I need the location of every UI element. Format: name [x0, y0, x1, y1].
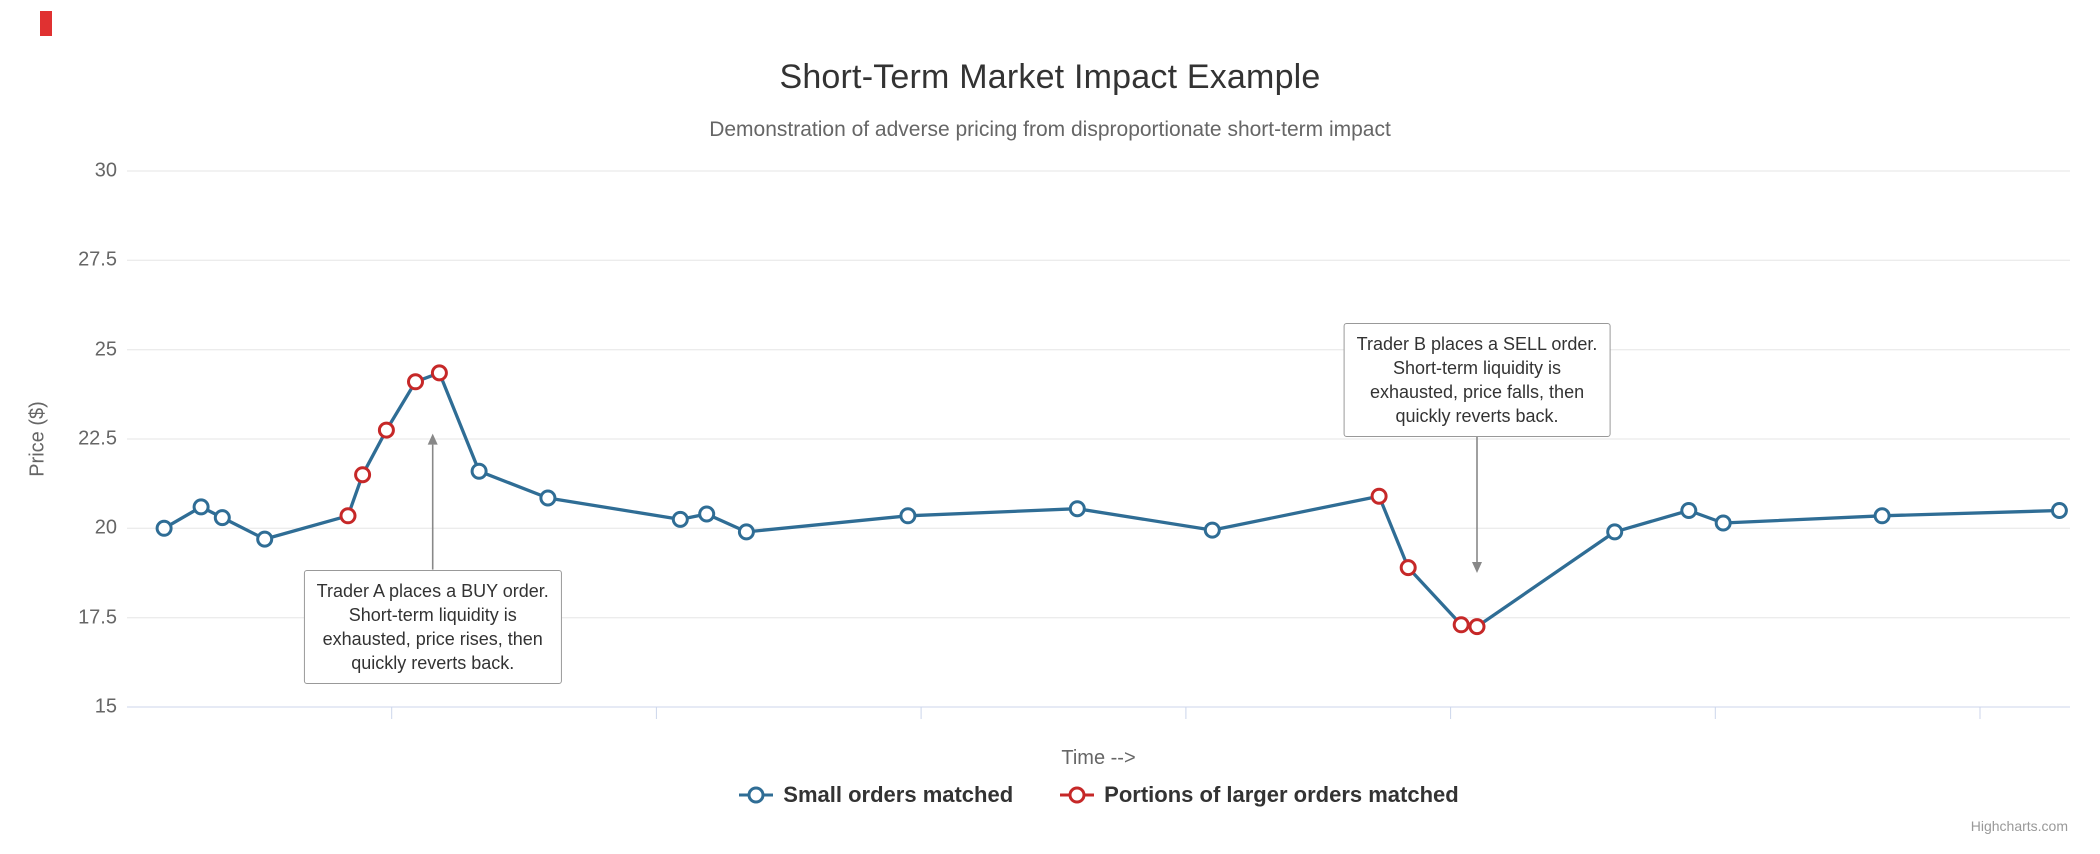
data-point-marker[interactable] — [671, 510, 689, 528]
data-point-marker[interactable] — [155, 519, 173, 537]
data-point-marker[interactable] — [256, 530, 274, 548]
legend-marker-small-orders-icon — [739, 786, 774, 804]
y-axis-label: 15 — [94, 695, 117, 718]
data-point-marker[interactable] — [1873, 507, 1891, 525]
red-indicator — [40, 11, 52, 36]
data-point-marker[interactable] — [1399, 559, 1417, 577]
data-point-marker[interactable] — [377, 421, 395, 439]
data-point-marker[interactable] — [1468, 618, 1486, 636]
data-point-marker[interactable] — [339, 507, 357, 525]
legend-item-small-orders[interactable]: Small orders matched — [738, 782, 1013, 808]
annotation-trader-a: Trader A places a BUY order. Short-term … — [303, 569, 562, 684]
data-point-marker[interactable] — [899, 507, 917, 525]
data-point-marker[interactable] — [698, 505, 716, 523]
data-point-marker[interactable] — [1714, 514, 1732, 532]
x-axis-title: Time --> — [1061, 747, 1136, 769]
data-point-marker[interactable] — [2050, 502, 2068, 519]
y-axis-label: 30 — [94, 159, 117, 182]
data-point-marker[interactable] — [213, 509, 231, 527]
data-point-marker[interactable] — [539, 489, 557, 507]
data-point-marker[interactable] — [192, 498, 210, 516]
legend: Small orders matched Portions of larger … — [127, 782, 2070, 808]
legend-label-small-orders: Small orders matched — [783, 782, 1014, 807]
data-point-marker[interactable] — [354, 466, 372, 484]
data-point-marker[interactable] — [1068, 500, 1086, 518]
data-point-marker[interactable] — [470, 462, 488, 480]
data-point-marker[interactable] — [1606, 523, 1624, 541]
legend-label-larger-orders: Portions of larger orders matched — [1104, 782, 1459, 807]
y-axis-label: 20 — [94, 516, 117, 539]
data-point-marker[interactable] — [1203, 521, 1221, 539]
y-axis-label: 17.5 — [78, 606, 117, 629]
legend-marker-larger-orders-icon — [1060, 786, 1095, 804]
y-axis-label: 25 — [94, 338, 117, 361]
data-point-marker[interactable] — [1452, 616, 1470, 634]
legend-item-larger-orders[interactable]: Portions of larger orders matched — [1059, 782, 1459, 808]
annotation-arrowhead-trader_a — [427, 433, 438, 445]
y-axis-label: 22.5 — [78, 427, 117, 450]
data-point-marker[interactable] — [430, 364, 448, 382]
y-axis-labels: 30 27.5 25 22.5 20 17.5 15 — [0, 0, 117, 854]
data-point-marker[interactable] — [1370, 487, 1388, 505]
data-point-marker[interactable] — [407, 373, 424, 391]
annotation-trader-b: Trader B places a SELL order. Short-term… — [1343, 323, 1611, 437]
data-point-marker[interactable] — [1680, 502, 1698, 519]
data-point-marker[interactable] — [737, 523, 755, 541]
chart-subtitle: Demonstration of adverse pricing from di… — [709, 118, 1391, 141]
annotation-arrowhead-trader_b — [1472, 562, 1482, 573]
chart-title: Short-Term Market Impact Example — [779, 58, 1321, 96]
y-axis-label: 27.5 — [78, 248, 117, 271]
highcharts-credit-link[interactable]: Highcharts.com — [1970, 818, 2068, 834]
